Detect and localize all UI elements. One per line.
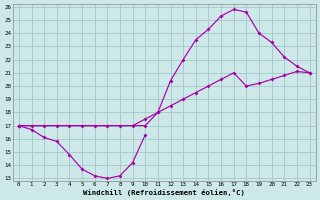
X-axis label: Windchill (Refroidissement éolien,°C): Windchill (Refroidissement éolien,°C) <box>83 189 245 196</box>
